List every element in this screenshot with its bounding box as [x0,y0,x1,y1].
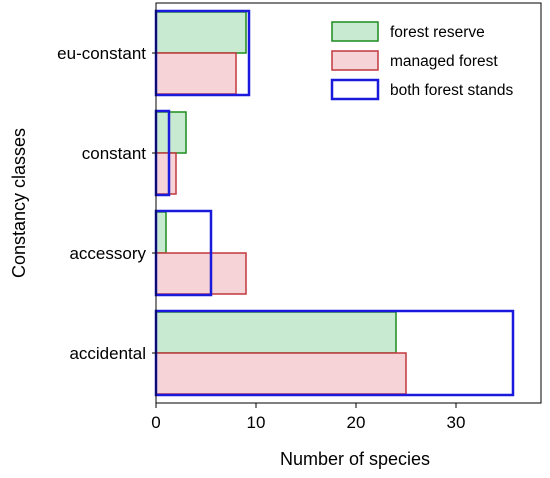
x-tick-label-10: 10 [247,413,266,432]
y-axis-title: Constancy classes [9,128,29,278]
axes-layer: eu-constant constant accessory accidental 0 1… [57,44,465,432]
bars-layer [154,9,515,397]
y-tick-label-eu-constant: eu-constant [57,44,146,63]
legend-label-forest-reserve: forest reserve [390,24,485,41]
legend-label-both-forest-stands: both forest stands [390,82,513,99]
legend-swatch-forest-reserve [331,21,379,42]
bar-forest-reserve-eu-constant [155,11,247,54]
legend-swatch-managed-forest [331,50,379,71]
x-tick-label-0: 0 [151,413,160,432]
bar-managed-forest-accessory [155,252,247,295]
bar-forest-reserve-constant [155,111,187,154]
legend: forest reserve managed forest both forest … [330,21,513,101]
bar-managed-forest-constant [155,152,177,195]
bar-managed-forest-eu-constant [155,52,237,95]
plot-frame [155,2,542,404]
bar-forest-reserve-accidental [155,311,397,354]
x-tick-label-30: 30 [447,413,466,432]
legend-label-managed-forest: managed forest [390,53,498,70]
legend-swatch-both-forest-stands [330,78,380,101]
y-tick-label-constant: constant [82,144,147,163]
x-axis-title: Number of species [280,449,430,469]
y-tick-label-accidental: accidental [69,344,146,363]
bar-managed-forest-accidental [155,352,407,395]
x-tick-label-20: 20 [347,413,366,432]
y-tick-label-accessory: accessory [69,244,146,263]
bar-forest-reserve-accessory [155,211,167,254]
